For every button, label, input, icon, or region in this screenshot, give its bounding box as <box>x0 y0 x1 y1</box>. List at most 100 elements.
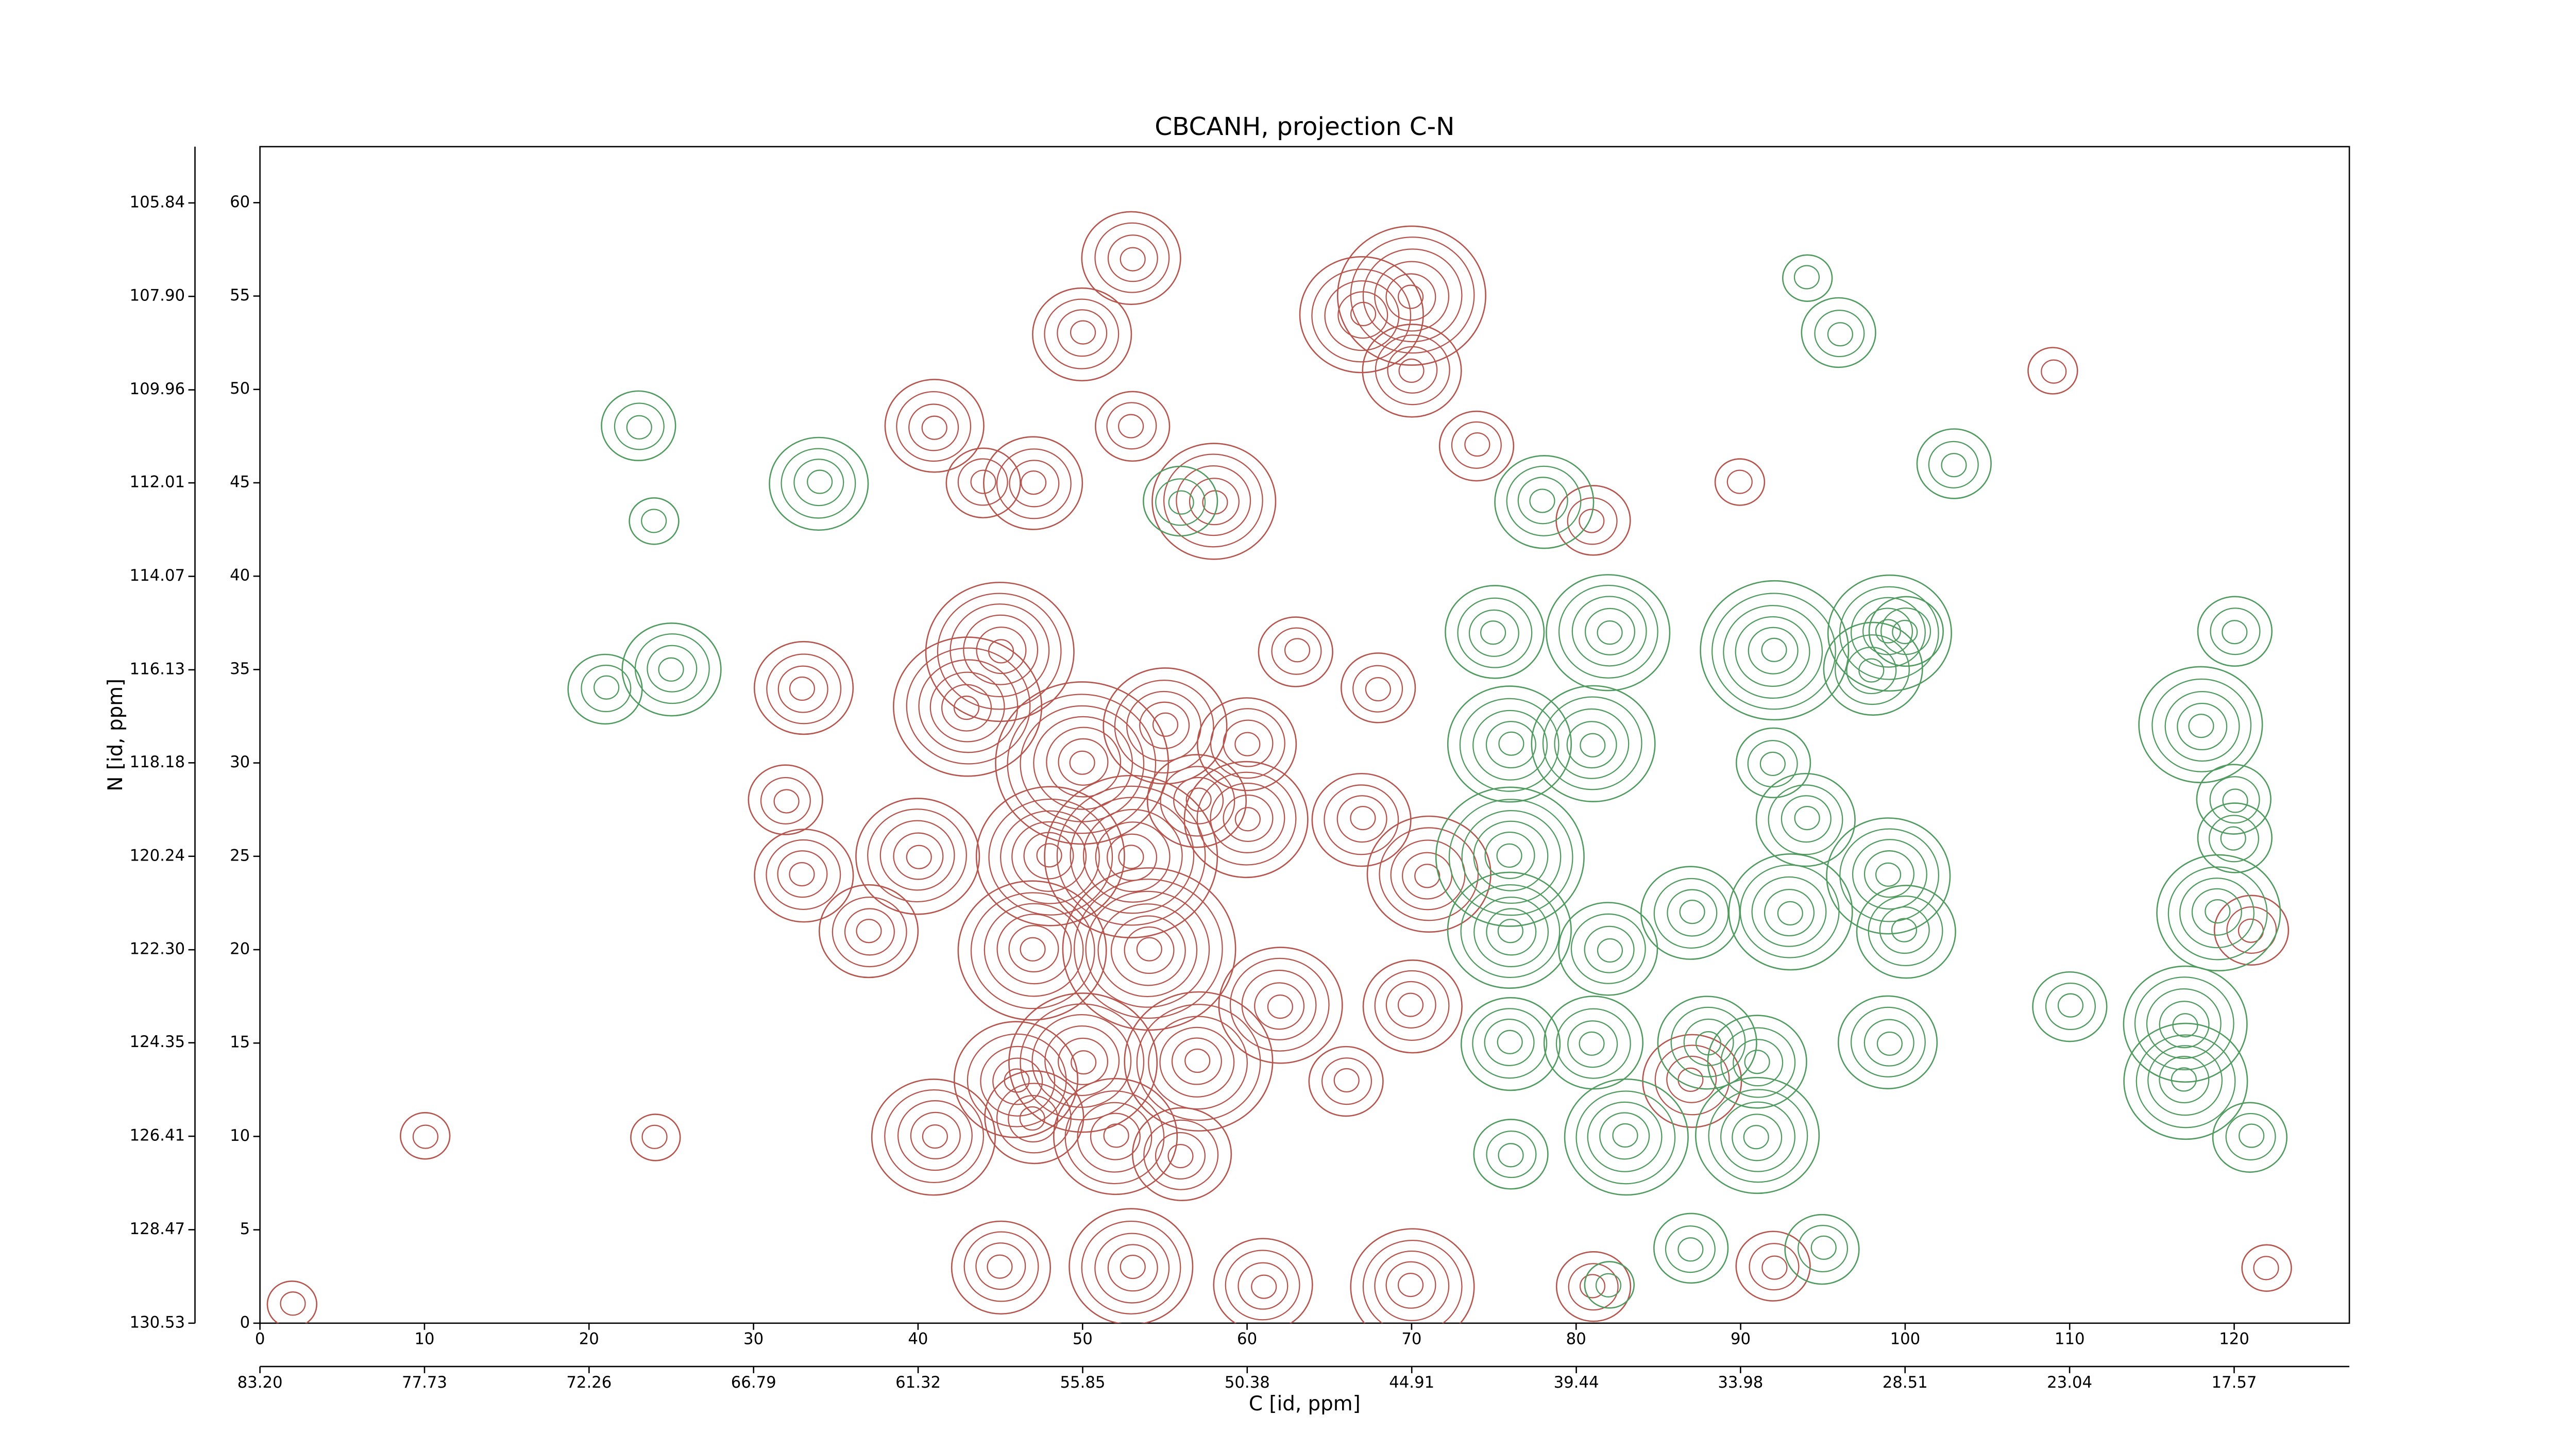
contour-ring <box>581 664 632 713</box>
contour-ring <box>1707 1015 1807 1109</box>
contour-ring <box>1863 850 1914 898</box>
contour-ring <box>2188 714 2214 738</box>
contour-ring <box>1229 957 1330 1052</box>
peak <box>1069 1208 1194 1323</box>
contour-ring <box>1374 970 1450 1041</box>
peak <box>1868 596 1944 667</box>
x-tick-label: 70 <box>1401 1330 1421 1349</box>
contour-ring <box>1460 884 1561 979</box>
contour-ring <box>1350 301 1377 326</box>
x-tick-label: 60 <box>1237 1330 1257 1349</box>
contour-ring <box>1081 211 1181 305</box>
contour-ring <box>1497 1030 1523 1054</box>
contour-ring <box>2222 788 2248 813</box>
contour-ring <box>2123 965 2248 1083</box>
contour-ring <box>1496 843 1522 868</box>
contour-ring <box>1238 1262 1289 1310</box>
contour-ring <box>1665 1225 1716 1273</box>
contour-ring <box>884 1089 985 1184</box>
contour-ring <box>1069 750 1095 775</box>
contour-ring <box>1032 287 1132 382</box>
contour-ring <box>1595 1273 1622 1298</box>
contour-ring <box>2220 826 2246 851</box>
contour-ring <box>1362 248 1463 343</box>
contour-ring <box>1761 637 1787 662</box>
contour-ring <box>1146 754 1247 848</box>
contour-ring <box>1131 1107 1232 1201</box>
contour-ring <box>1473 1119 1549 1190</box>
peak <box>1151 443 1277 560</box>
contour-ring <box>2134 976 2234 1071</box>
contour-ring <box>2196 764 2272 835</box>
contour-ring <box>1733 1039 1784 1087</box>
contour-ring <box>1852 839 1927 910</box>
peak <box>1826 817 1951 935</box>
contour-ring <box>1210 708 1285 779</box>
x-tick-label: 80 <box>1566 1330 1586 1349</box>
peak <box>1445 585 1545 679</box>
y-tick-label: 40 <box>230 566 250 585</box>
contour-ring <box>945 447 1021 518</box>
contour-ring <box>658 657 684 682</box>
contour-ring <box>976 626 1027 675</box>
contour-ring <box>1397 1272 1424 1298</box>
contour-ring <box>1506 465 1582 536</box>
contour-ring <box>1695 1076 1820 1194</box>
peak <box>1546 574 1671 692</box>
y2-tick-label: 120.24 <box>130 846 185 865</box>
contour-ring <box>1350 805 1376 831</box>
peak <box>769 436 869 531</box>
contour-ring <box>996 1083 1072 1154</box>
contour-ring <box>754 829 854 923</box>
contour-ring <box>1447 871 1572 989</box>
contour-ring <box>1448 799 1573 916</box>
contour-ring <box>1457 597 1533 668</box>
y2-tick-label: 109.96 <box>130 380 185 398</box>
peak <box>1827 574 1952 692</box>
contour-ring <box>1468 609 1519 657</box>
y-tick-label: 25 <box>230 846 250 865</box>
contour-ring <box>1196 771 1297 866</box>
peak <box>1558 902 1658 996</box>
peak <box>1543 996 1644 1090</box>
contour-ring <box>1700 580 1850 721</box>
contour-ring <box>1374 261 1450 332</box>
contour-ring <box>2136 1034 2236 1128</box>
contour-ring <box>766 839 841 910</box>
contour-ring <box>1497 919 1523 943</box>
peak <box>1555 1251 1632 1322</box>
contour-ring <box>1308 1046 1384 1117</box>
contour-ring <box>1868 895 1943 967</box>
contour-ring <box>1460 997 1561 1091</box>
peak <box>2241 1244 2292 1292</box>
contour-ring <box>1612 1123 1638 1148</box>
contour-ring <box>1723 605 1823 699</box>
peak <box>2156 854 2281 972</box>
contour-ring <box>1234 732 1261 756</box>
contour-ring <box>1744 1050 1770 1074</box>
contour-ring <box>893 636 1043 777</box>
contour-ring <box>1107 234 1158 282</box>
contour-ring <box>1362 1240 1463 1323</box>
contour-ring <box>970 892 1095 1009</box>
contour-ring <box>1464 432 1490 457</box>
peak <box>893 636 1043 777</box>
contour-ring <box>1567 1020 1618 1068</box>
contour-ring <box>1081 1220 1181 1315</box>
contour-ring <box>1379 827 1479 921</box>
contour-ring <box>1735 616 1810 687</box>
contour-ring <box>984 1070 1084 1165</box>
contour-ring <box>1071 1050 1097 1075</box>
contour-ring <box>1106 402 1157 450</box>
contour-ring <box>1397 284 1424 309</box>
peak <box>945 447 1021 518</box>
contour-ring <box>1362 959 1463 1054</box>
contour-ring <box>1114 679 1214 774</box>
contour-ring <box>2253 1256 2279 1280</box>
contour-ring <box>1095 391 1171 462</box>
contour-ring <box>1793 265 1820 290</box>
y-axis-label: N [id, ppm] <box>104 679 127 791</box>
peak <box>1916 428 1992 499</box>
contour-layer <box>266 211 2292 1323</box>
contour-ring <box>1683 1018 1734 1066</box>
